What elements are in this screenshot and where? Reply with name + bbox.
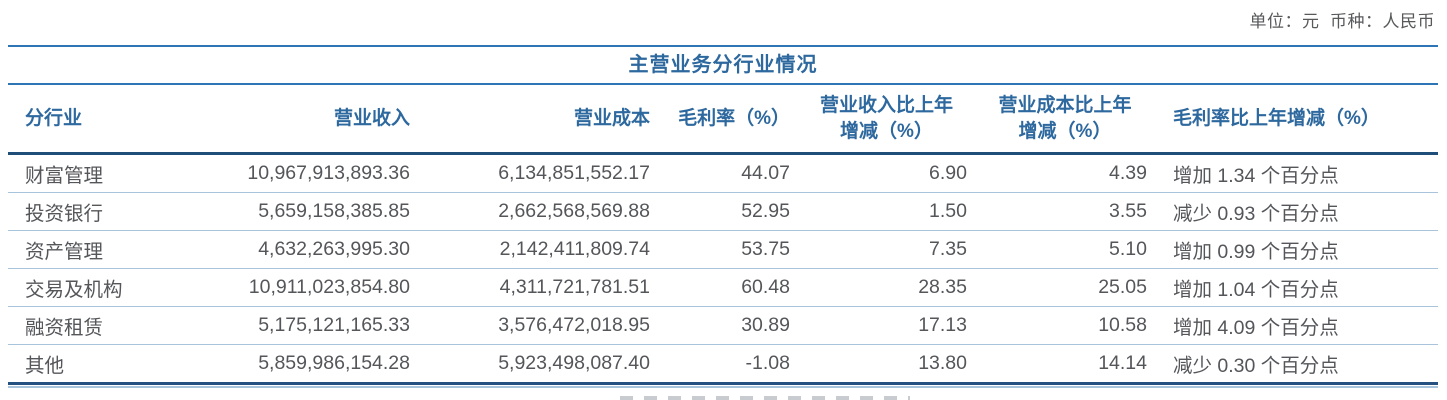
col-header-cost: 营业成本: [418, 85, 658, 155]
cell-revenue: 4,632,263,995.30: [158, 230, 418, 269]
cell-revenue-yoy: 1.50: [798, 192, 975, 231]
cell-gross-margin: 44.07: [658, 153, 798, 193]
col-header-cost-yoy-line1: 营业成本比上年: [998, 94, 1132, 116]
header-row: 分行业 营业收入 营业成本 毛利率（%） 营业收入比上年 增减（%） 营业成本比…: [8, 85, 1438, 155]
cell-cost-yoy: 14.14: [975, 344, 1155, 385]
segment-table: 分行业 营业收入 营业成本 毛利率（%） 营业收入比上年 增减（%） 营业成本比…: [8, 85, 1438, 385]
cell-gross-margin: 60.48: [658, 268, 798, 307]
table-bottom-rule: [8, 386, 1438, 388]
cell-revenue-yoy: 17.13: [798, 306, 975, 345]
cell-margin-yoy: 减少 0.93 个百分点: [1155, 192, 1438, 231]
col-header-gross-margin: 毛利率（%）: [658, 85, 798, 155]
cell-cost: 5,923,498,087.40: [418, 344, 658, 385]
cell-segment: 交易及机构: [8, 268, 158, 307]
cell-margin-yoy: 增加 1.34 个百分点: [1155, 153, 1438, 193]
cell-segment: 投资银行: [8, 192, 158, 231]
cell-margin-yoy: 增加 4.09 个百分点: [1155, 306, 1438, 345]
cell-margin-yoy: 减少 0.30 个百分点: [1155, 344, 1438, 385]
cell-gross-margin: 53.75: [658, 230, 798, 269]
cell-revenue: 5,859,986,154.28: [158, 344, 418, 385]
col-header-revenue-yoy: 营业收入比上年 增减（%）: [798, 85, 975, 155]
table-row: 投资银行 5,659,158,385.85 2,662,568,569.88 5…: [8, 192, 1438, 231]
cell-segment: 其他: [8, 344, 158, 385]
col-header-revenue-yoy-line1: 营业收入比上年: [819, 94, 953, 116]
cell-cost-yoy: 4.39: [975, 153, 1155, 193]
unit-currency-note: 单位：元 币种：人民币: [1249, 12, 1435, 31]
cell-revenue: 5,175,121,165.33: [158, 306, 418, 345]
cell-segment: 资产管理: [8, 230, 158, 269]
table-row: 融资租赁 5,175,121,165.33 3,576,472,018.95 3…: [8, 306, 1438, 345]
table-row: 其他 5,859,986,154.28 5,923,498,087.40 -1.…: [8, 344, 1438, 385]
cell-segment: 融资租赁: [8, 306, 158, 345]
segment-table-wrap: 主营业务分行业情况 分行业 营业收入 营业成本 毛利率（%） 营业收入比上年 增…: [8, 45, 1438, 388]
cell-cost-yoy: 5.10: [975, 230, 1155, 269]
cell-segment: 财富管理: [8, 153, 158, 193]
col-header-cost-yoy: 营业成本比上年 增减（%）: [975, 85, 1155, 155]
col-header-margin-yoy: 毛利率比上年增减（%）: [1155, 85, 1438, 155]
table-row: 资产管理 4,632,263,995.30 2,142,411,809.74 5…: [8, 230, 1438, 269]
cell-revenue-yoy: 6.90: [798, 153, 975, 193]
cell-margin-yoy: 增加 1.04 个百分点: [1155, 268, 1438, 307]
cell-cost: 6,134,851,552.17: [418, 153, 658, 193]
col-header-segment: 分行业: [8, 85, 158, 155]
col-header-revenue-yoy-line2: 增减（%）: [840, 120, 933, 142]
cell-cost: 3,576,472,018.95: [418, 306, 658, 345]
cell-cost: 2,142,411,809.74: [418, 230, 658, 269]
cell-gross-margin: 30.89: [658, 306, 798, 345]
cell-gross-margin: 52.95: [658, 192, 798, 231]
col-header-cost-yoy-line2: 增减（%）: [1018, 120, 1112, 142]
cell-cost-yoy: 25.05: [975, 268, 1155, 307]
table-row: 财富管理 10,967,913,893.36 6,134,851,552.17 …: [8, 153, 1438, 193]
clipped-next-section-text: [620, 396, 910, 400]
cell-cost: 4,311,721,781.51: [418, 268, 658, 307]
cell-margin-yoy: 增加 0.99 个百分点: [1155, 230, 1438, 269]
cell-revenue: 10,967,913,893.36: [158, 153, 418, 193]
cell-cost: 2,662,568,569.88: [418, 192, 658, 231]
cell-revenue: 5,659,158,385.85: [158, 192, 418, 231]
cell-revenue-yoy: 7.35: [798, 230, 975, 269]
table-title: 主营业务分行业情况: [8, 45, 1438, 85]
cell-cost-yoy: 10.58: [975, 306, 1155, 345]
cell-cost-yoy: 3.55: [975, 192, 1155, 231]
cell-gross-margin: -1.08: [658, 344, 798, 385]
col-header-revenue: 营业收入: [158, 85, 418, 155]
cell-revenue-yoy: 28.35: [798, 268, 975, 307]
cell-revenue-yoy: 13.80: [798, 344, 975, 385]
cell-revenue: 10,911,023,854.80: [158, 268, 418, 307]
table-row: 交易及机构 10,911,023,854.80 4,311,721,781.51…: [8, 268, 1438, 307]
